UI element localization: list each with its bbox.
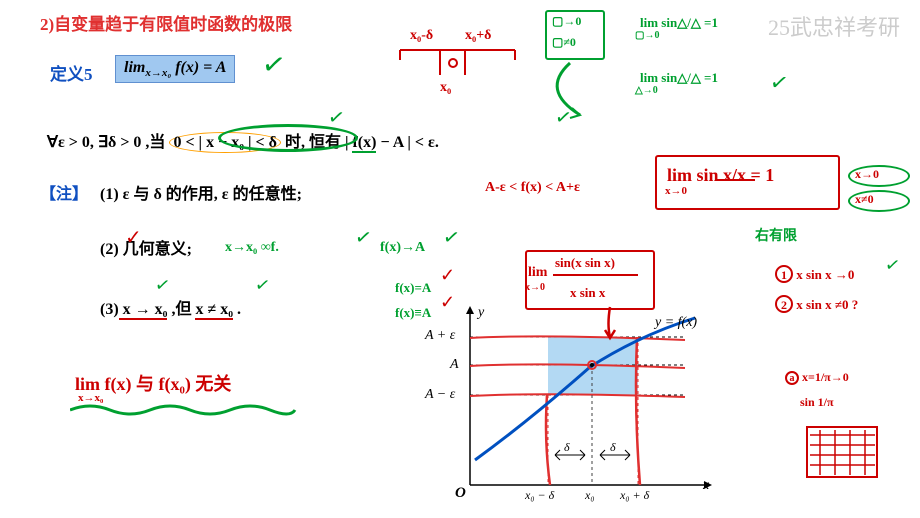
hw-lim2: lim sin△/△ =1 bbox=[640, 70, 718, 86]
check-icon: ✓ bbox=[125, 225, 142, 250]
eps-p4: − A | < ε. bbox=[376, 134, 438, 151]
note-3: (3) x → x₀ ,但 x ≠ x₀ . bbox=[100, 295, 241, 319]
definition-formula: limx→x₀ f(x) = A bbox=[115, 55, 235, 83]
section-title: 2)自变量趋于有限值时函数的极限 bbox=[40, 10, 292, 35]
x0-label: x₀ bbox=[585, 488, 595, 503]
lim-eq: f(x) = A bbox=[171, 59, 226, 76]
note1-num: (1) bbox=[100, 186, 119, 203]
lim-sub: x→x₀ bbox=[145, 67, 171, 79]
annot2-text: x sin x ≠0 ? bbox=[793, 297, 858, 312]
hw-lim1: lim sin△/△ =1 bbox=[640, 15, 718, 31]
x0-plus-label: x₀ + δ bbox=[620, 488, 649, 503]
hw-fxtoA: f(x)→A bbox=[380, 240, 425, 256]
hw-circle1: 1 x sin x →0 bbox=[775, 265, 854, 283]
watermark: 25武忠祥考研 bbox=[768, 10, 900, 42]
delta-label-2: δ bbox=[610, 440, 616, 455]
check-icon: ✓ bbox=[259, 46, 288, 84]
hw-youxian: 右有限 bbox=[755, 225, 797, 245]
hw-lim1-sub: ▢→0 bbox=[635, 30, 659, 41]
hw-box2: ▢≠0 bbox=[552, 35, 576, 50]
delta-label-1: δ bbox=[564, 440, 570, 455]
note1-text: ε 与 δ 的作用, ε 的任意性; bbox=[119, 186, 302, 203]
curve-label: y = f(x) bbox=[655, 315, 697, 331]
hw-fxeqA: f(x)=A bbox=[395, 280, 431, 296]
red-bracket bbox=[395, 45, 525, 95]
hw-fxidA: f(x)≡A bbox=[395, 305, 431, 321]
red-scribble bbox=[805, 425, 885, 485]
hw-x0-minus-delta: x₀-δ bbox=[410, 28, 433, 44]
check-icon: ✓ bbox=[440, 265, 455, 286]
eps-p1: ∀ε > 0, ∃δ > 0 ,当 bbox=[47, 134, 169, 151]
annot1-text: x sin x →0 bbox=[793, 267, 854, 282]
hw-circle2: 2 x sin x ≠0 ? bbox=[775, 295, 858, 313]
note3-b: ,但 bbox=[167, 301, 195, 318]
note3-c: x ≠ x₀ bbox=[195, 301, 233, 320]
br1-text: x=1/π→0 bbox=[802, 370, 849, 384]
green-wavy-underline bbox=[70, 400, 300, 420]
hw-box1: ▢→0 bbox=[552, 14, 581, 29]
A-label: A bbox=[450, 357, 459, 373]
y-axis-label: y bbox=[478, 305, 484, 321]
check-icon: ✓ bbox=[253, 274, 272, 297]
lim-text: lim bbox=[124, 59, 145, 76]
green-arrow bbox=[530, 60, 620, 125]
A-plus-eps: A + ε bbox=[425, 328, 455, 344]
x0-minus-label: x₀ − δ bbox=[525, 488, 554, 503]
hw-inequality: A-ε < f(x) < A+ε bbox=[485, 180, 580, 196]
hw-lim2-sub: △→0 bbox=[635, 85, 658, 96]
hw-frac-lim: lim bbox=[528, 265, 547, 281]
note2-num: (2) bbox=[100, 241, 119, 258]
hw-frac-top: sin(x sin x) bbox=[555, 255, 615, 271]
definition-label: 定义5 bbox=[50, 60, 93, 85]
A-minus-eps: A − ε bbox=[425, 387, 455, 403]
green-oval-highlight bbox=[218, 124, 358, 152]
frac-line bbox=[553, 270, 643, 280]
check-icon: ✓ bbox=[883, 254, 902, 277]
origin-label: O bbox=[455, 485, 466, 502]
hw-frac-bot: x sin x bbox=[570, 285, 605, 301]
check-icon: ✓ bbox=[353, 224, 374, 252]
fraction-line bbox=[715, 160, 765, 200]
note-label: 【注】 bbox=[40, 180, 88, 204]
note3-d: . bbox=[233, 301, 241, 318]
hw-br2: sin 1/π bbox=[800, 395, 834, 410]
x-axis-label: x bbox=[703, 478, 709, 494]
note3-num: (3) bbox=[100, 301, 119, 318]
note-2: (2) 几何意义; bbox=[100, 235, 192, 259]
hw-frac-sub: x→0 bbox=[525, 282, 545, 293]
hw-x0-plus-delta: x₀+δ bbox=[465, 28, 491, 44]
hw-side2: x≠0 bbox=[855, 192, 874, 207]
hw-xtox0: x→x₀ ∞f. bbox=[225, 240, 279, 256]
hw-br1: a x=1/π→0 bbox=[785, 370, 849, 385]
graph-svg bbox=[440, 300, 720, 510]
check-icon: ✓ bbox=[768, 69, 791, 98]
check-icon: ✓ bbox=[153, 274, 172, 297]
hw-redlim-sub: x→0 bbox=[665, 185, 687, 197]
hw-side1: x→0 bbox=[855, 167, 879, 182]
red-down-arrow bbox=[595, 305, 625, 345]
limit-graph: y x y = f(x) A + ε A A − ε O x₀ − δ x₀ x… bbox=[440, 300, 720, 510]
note-1: (1) ε 与 δ 的作用, ε 的任意性; bbox=[100, 180, 302, 204]
note3-a: x → x₀ bbox=[119, 301, 168, 320]
check-icon: ✓ bbox=[441, 224, 462, 252]
